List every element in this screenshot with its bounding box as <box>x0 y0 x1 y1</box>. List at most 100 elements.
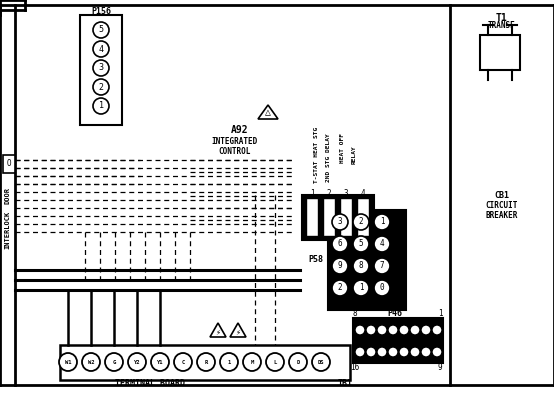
Text: 1: 1 <box>358 284 363 293</box>
Text: P58: P58 <box>309 256 324 265</box>
Text: 1: 1 <box>438 308 442 318</box>
Circle shape <box>93 41 109 57</box>
Circle shape <box>421 347 431 357</box>
Circle shape <box>151 353 169 371</box>
Circle shape <box>93 22 109 38</box>
Circle shape <box>432 347 442 357</box>
Text: HEAT OFF: HEAT OFF <box>340 133 345 163</box>
Text: 5: 5 <box>99 26 104 34</box>
Text: 4: 4 <box>361 188 365 198</box>
Text: INTERLOCK: INTERLOCK <box>4 211 10 249</box>
Circle shape <box>220 353 238 371</box>
Polygon shape <box>210 323 226 337</box>
Text: 9: 9 <box>338 261 342 271</box>
Bar <box>306 198 318 236</box>
Text: BREAKER: BREAKER <box>486 211 518 220</box>
Bar <box>60 345 350 380</box>
Text: DOOR: DOOR <box>4 186 10 203</box>
Text: T1: T1 <box>496 13 508 23</box>
Circle shape <box>410 325 420 335</box>
Circle shape <box>388 347 398 357</box>
Circle shape <box>355 325 365 335</box>
Bar <box>323 198 335 236</box>
Text: 4: 4 <box>99 45 104 53</box>
Circle shape <box>377 347 387 357</box>
Circle shape <box>82 353 100 371</box>
Text: C: C <box>181 359 184 365</box>
Text: 3: 3 <box>99 64 104 73</box>
Text: CIRCUIT: CIRCUIT <box>486 201 518 211</box>
Text: O: O <box>7 160 11 169</box>
Bar <box>340 198 352 236</box>
Circle shape <box>332 236 348 252</box>
Circle shape <box>266 353 284 371</box>
Circle shape <box>59 353 77 371</box>
Circle shape <box>374 214 390 230</box>
Text: W2: W2 <box>88 359 94 365</box>
Text: D: D <box>296 359 300 365</box>
Circle shape <box>388 325 398 335</box>
Circle shape <box>105 353 123 371</box>
Polygon shape <box>230 323 246 337</box>
Text: 1: 1 <box>99 102 104 111</box>
Text: 8: 8 <box>358 261 363 271</box>
Text: ⚡: ⚡ <box>235 327 240 337</box>
Circle shape <box>312 353 330 371</box>
Text: CB1: CB1 <box>495 190 510 199</box>
Text: TB1: TB1 <box>337 378 352 387</box>
Circle shape <box>374 258 390 274</box>
Circle shape <box>93 60 109 76</box>
Circle shape <box>421 325 431 335</box>
Circle shape <box>377 325 387 335</box>
Text: 5: 5 <box>358 239 363 248</box>
Text: 1: 1 <box>227 359 230 365</box>
Text: L: L <box>273 359 276 365</box>
Circle shape <box>353 236 369 252</box>
Text: 2ND STG DELAY: 2ND STG DELAY <box>326 134 331 182</box>
Text: INTEGRATED: INTEGRATED <box>212 137 258 145</box>
Text: P46: P46 <box>387 308 403 318</box>
Circle shape <box>432 325 442 335</box>
Text: 16: 16 <box>350 363 360 372</box>
Text: DS: DS <box>318 359 324 365</box>
Text: 0: 0 <box>379 284 384 293</box>
Circle shape <box>93 79 109 95</box>
Bar <box>80 15 122 125</box>
Circle shape <box>243 353 261 371</box>
Text: W1: W1 <box>65 359 71 365</box>
Circle shape <box>332 280 348 296</box>
Circle shape <box>197 353 215 371</box>
Text: 8: 8 <box>353 308 357 318</box>
Text: ⚡: ⚡ <box>216 327 220 337</box>
Polygon shape <box>258 105 278 119</box>
Text: A92: A92 <box>231 125 249 135</box>
Text: 9: 9 <box>438 363 442 372</box>
Text: Y2: Y2 <box>134 359 140 365</box>
Text: 1: 1 <box>379 218 384 226</box>
Text: 7: 7 <box>379 261 384 271</box>
Circle shape <box>289 353 307 371</box>
Circle shape <box>353 280 369 296</box>
Circle shape <box>366 347 376 357</box>
Bar <box>357 198 369 236</box>
Bar <box>328 210 406 310</box>
Circle shape <box>374 280 390 296</box>
Circle shape <box>399 347 409 357</box>
Circle shape <box>374 236 390 252</box>
Text: P156: P156 <box>91 8 111 17</box>
Text: R: R <box>204 359 208 365</box>
Text: 2: 2 <box>99 83 104 92</box>
Text: 2: 2 <box>327 188 331 198</box>
Text: △: △ <box>265 107 271 117</box>
Circle shape <box>410 347 420 357</box>
Text: G: G <box>112 359 116 365</box>
Text: 6: 6 <box>338 239 342 248</box>
Text: Y1: Y1 <box>157 359 163 365</box>
Circle shape <box>353 214 369 230</box>
Text: CONTROL: CONTROL <box>219 147 251 156</box>
Circle shape <box>366 325 376 335</box>
Circle shape <box>128 353 146 371</box>
Circle shape <box>355 347 365 357</box>
Circle shape <box>353 258 369 274</box>
Text: TERMINAL BOARD: TERMINAL BOARD <box>115 378 185 387</box>
